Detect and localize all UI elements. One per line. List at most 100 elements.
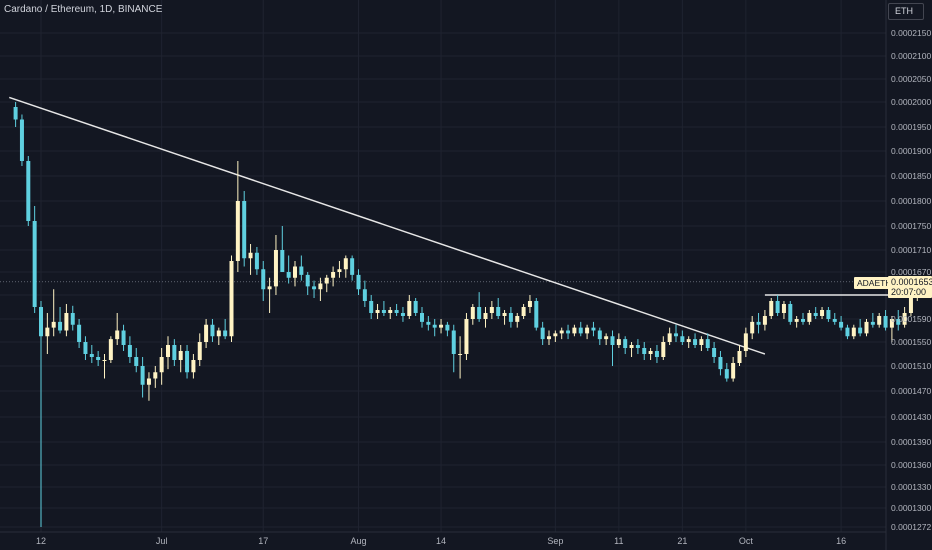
candle-down xyxy=(381,310,386,313)
candle-up xyxy=(572,327,577,334)
y-tick-label: 0.0001470 xyxy=(891,386,931,396)
candle-up xyxy=(851,327,856,337)
candle-down xyxy=(883,316,888,328)
candle-up xyxy=(248,252,253,259)
candle-up xyxy=(781,304,786,313)
x-tick-label: Jul xyxy=(156,536,168,546)
candle-down xyxy=(172,345,177,360)
candle-down xyxy=(674,333,678,337)
candle-up xyxy=(318,283,323,290)
candle-up xyxy=(439,324,444,328)
candle-up xyxy=(750,321,755,334)
candle-down xyxy=(89,354,94,357)
x-tick-label: 16 xyxy=(836,536,846,546)
candle-down xyxy=(724,369,729,379)
candle-up xyxy=(547,336,551,340)
candle-up xyxy=(470,307,475,319)
candle-down xyxy=(693,339,698,345)
y-tick-label: 0.0001750 xyxy=(891,221,931,231)
candle-down xyxy=(223,330,228,337)
candle-down xyxy=(261,269,266,290)
candle-down xyxy=(597,330,602,340)
candle-down xyxy=(299,266,304,275)
candles xyxy=(13,102,920,527)
candle-up xyxy=(489,307,494,313)
candle-down xyxy=(127,345,132,357)
candle-down xyxy=(540,327,545,340)
y-tick-label: 0.0001670 xyxy=(891,267,931,277)
candle-up xyxy=(229,261,234,337)
candle-down xyxy=(477,307,482,319)
candle-down xyxy=(718,357,723,370)
candle-up xyxy=(864,321,869,334)
candle-down xyxy=(858,327,863,334)
y-tick-label: 0.0001590 xyxy=(891,314,931,324)
y-tick-label: 0.0002000 xyxy=(891,97,931,107)
candle-up xyxy=(293,266,297,278)
candle-down xyxy=(756,321,761,325)
candle-up xyxy=(629,345,634,348)
candle-up xyxy=(108,339,113,360)
candle-up xyxy=(464,319,469,354)
candle-up xyxy=(273,250,278,287)
candle-up xyxy=(502,313,507,316)
candle-down xyxy=(32,221,37,307)
candle-up xyxy=(235,201,240,261)
currency-button[interactable]: ETH xyxy=(888,3,924,20)
candle-up xyxy=(553,333,558,337)
candle-up xyxy=(102,360,107,361)
candle-down xyxy=(832,319,837,322)
candle-down xyxy=(185,351,190,373)
candle-up xyxy=(794,319,799,322)
x-tick-label: 14 xyxy=(436,536,446,546)
x-tick-label: Sep xyxy=(547,536,563,546)
candle-down xyxy=(356,274,361,290)
candle-up xyxy=(731,363,736,379)
candle-down xyxy=(508,313,513,322)
candle-up xyxy=(267,286,272,290)
candle-up xyxy=(153,372,158,379)
candle-up xyxy=(515,316,520,322)
candle-up xyxy=(559,330,564,334)
candle-down xyxy=(140,366,145,385)
candle-up xyxy=(375,310,380,313)
candle-down xyxy=(413,301,418,313)
candle-down xyxy=(312,286,317,290)
time-axis[interactable]: 12Jul17Aug14Sep1121Oct16Nov13 xyxy=(36,536,932,546)
candle-up xyxy=(407,301,412,316)
y-tick-label: 0.0001950 xyxy=(891,122,931,132)
candle-down xyxy=(286,272,291,278)
candle-up xyxy=(64,313,69,331)
candle-down xyxy=(26,161,31,221)
candle-down xyxy=(242,201,247,259)
candle-up xyxy=(45,327,50,337)
candle-up xyxy=(743,333,748,351)
chart-title: Cardano / Ethereum, 1D, BINANCE xyxy=(4,4,163,15)
price-axis[interactable]: 0.0002150 0.0002100 0.0002050 0.0002000 0.00… xyxy=(891,28,931,532)
candle-down xyxy=(839,321,844,328)
candle-up xyxy=(115,330,120,340)
candle-down xyxy=(642,348,647,354)
candle-down xyxy=(896,319,901,325)
candle-down xyxy=(83,342,88,354)
candle-up xyxy=(324,277,329,284)
symbol-label: ADAETH xyxy=(854,277,895,289)
x-tick-label: Aug xyxy=(350,536,366,546)
candle-down xyxy=(305,274,310,287)
candle-down xyxy=(826,310,831,319)
candle-up xyxy=(762,316,767,325)
candle-up xyxy=(908,292,913,313)
y-tick-label: 0.0001550 xyxy=(891,337,931,347)
y-tick-label: 0.0001330 xyxy=(891,482,931,492)
last-price-badge: 0.0001653 20:07:00 xyxy=(888,276,932,298)
candle-down xyxy=(591,327,596,331)
candle-down xyxy=(610,336,615,345)
candle-up xyxy=(769,301,774,316)
y-tick-label: 0.0001900 xyxy=(891,146,931,156)
candle-down xyxy=(58,321,63,331)
candle-up xyxy=(699,339,704,345)
candle-up xyxy=(146,378,151,385)
candle-up xyxy=(51,321,56,328)
